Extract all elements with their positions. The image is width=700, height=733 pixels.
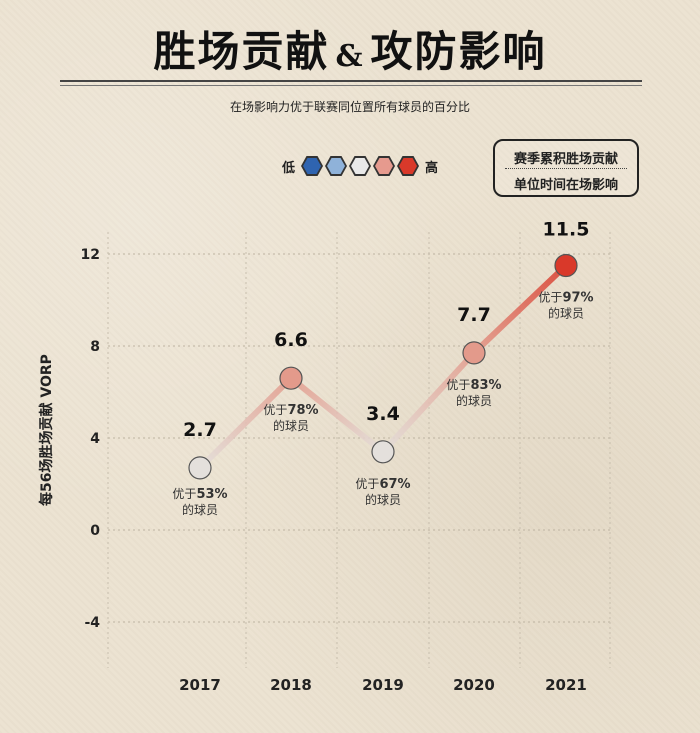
y-tick-label: 0 bbox=[90, 523, 100, 539]
legend-separator bbox=[505, 168, 627, 169]
title-tail: 攻防影响 bbox=[370, 27, 547, 76]
series-line-segment bbox=[380, 349, 477, 455]
data-point bbox=[554, 253, 578, 278]
value-label: 6.6 bbox=[274, 329, 308, 351]
percentile-label: 优于97% bbox=[538, 291, 593, 306]
x-tick-label: 2021 bbox=[545, 676, 587, 694]
color-scale-hex bbox=[373, 156, 396, 176]
percentile-sublabel: 的球员 bbox=[365, 492, 401, 507]
series-line-segment bbox=[197, 375, 294, 471]
value-label: 2.7 bbox=[183, 419, 217, 441]
data-point bbox=[462, 341, 486, 365]
percentile-sublabel: 的球员 bbox=[182, 502, 218, 517]
percentile-label: 优于78% bbox=[263, 403, 318, 418]
percentile-label: 优于53% bbox=[172, 487, 227, 502]
percentile-sublabel: 的球员 bbox=[548, 306, 584, 321]
percentile-label: 优于83% bbox=[446, 378, 501, 393]
value-label: 3.4 bbox=[366, 403, 400, 425]
value-label: 11.5 bbox=[543, 219, 590, 241]
series-line-segment bbox=[288, 375, 386, 455]
legend-low-label: 低 bbox=[282, 160, 296, 176]
page-title: 胜场贡献 & 攻防影响 bbox=[0, 18, 700, 79]
legend-high-label: 高 bbox=[425, 160, 439, 176]
percentile-sublabel: 的球员 bbox=[273, 418, 309, 433]
y-tick-label: 8 bbox=[90, 339, 100, 355]
chart-subtitle: 在场影响力优于联赛同位置所有球员的百分比 bbox=[229, 100, 470, 114]
color-scale-hex bbox=[349, 156, 372, 176]
value-label: 7.7 bbox=[457, 304, 491, 326]
data-point bbox=[371, 440, 395, 464]
y-tick-label: 12 bbox=[81, 247, 100, 263]
title-ampersand: & bbox=[335, 39, 365, 74]
title-rule bbox=[60, 80, 642, 82]
color-scale-hex bbox=[325, 156, 348, 176]
color-scale-legend: 低 高 bbox=[282, 156, 438, 176]
data-point bbox=[188, 456, 212, 480]
x-tick-label: 2020 bbox=[453, 676, 495, 694]
data-point bbox=[279, 366, 303, 390]
legend-line-per-minute: 单位时间在场影响 bbox=[513, 178, 618, 193]
x-tick-label: 2017 bbox=[179, 676, 221, 694]
y-tick-label: -4 bbox=[84, 615, 100, 631]
series-line-segment bbox=[471, 262, 569, 356]
series-legend-box: 赛季累积胜场贡献 单位时间在场影响 bbox=[493, 139, 639, 197]
percentile-label: 优于67% bbox=[355, 477, 410, 492]
x-tick-label: 2018 bbox=[270, 676, 312, 694]
x-tick-label: 2019 bbox=[362, 676, 404, 694]
color-scale-hex bbox=[301, 156, 324, 176]
y-tick-label: 4 bbox=[90, 431, 100, 447]
title-rule-thin bbox=[60, 85, 642, 86]
color-scale-hexes bbox=[301, 156, 420, 176]
percentile-sublabel: 的球员 bbox=[456, 393, 492, 408]
title-main: 胜场贡献 bbox=[153, 27, 330, 76]
legend-line-total: 赛季累积胜场贡献 bbox=[513, 152, 618, 167]
color-scale-hex bbox=[397, 156, 420, 176]
